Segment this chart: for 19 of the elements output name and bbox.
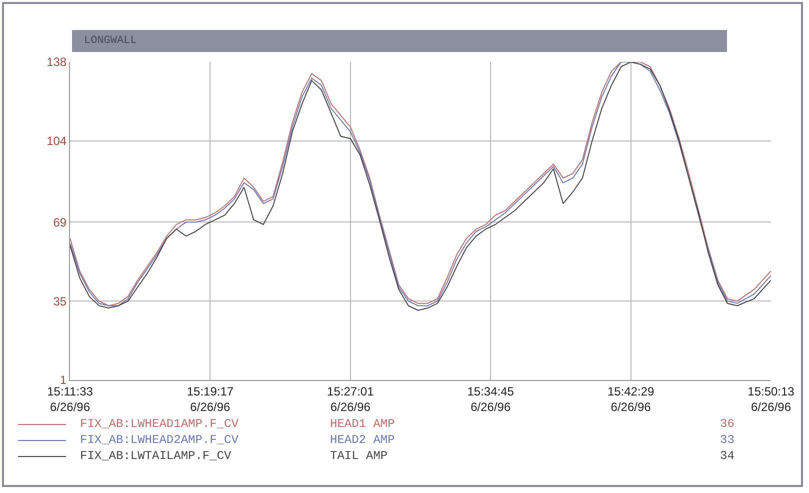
legend-label: FIX_AB:LWTAILAMP.F_CV bbox=[80, 449, 232, 463]
y-tick-label: 104 bbox=[46, 134, 67, 148]
x-tick-label: 15:27:01 6/26/96 bbox=[327, 384, 374, 414]
x-tick-label: 15:19:17 6/26/96 bbox=[186, 384, 234, 414]
y-tick-label: 138 bbox=[46, 55, 67, 70]
text: 33 bbox=[720, 433, 734, 447]
y-tick-label: 35 bbox=[53, 294, 67, 308]
text: 34 bbox=[720, 449, 734, 463]
text: HEAD1 AMP bbox=[330, 417, 396, 431]
y-tick-label: 69 bbox=[53, 215, 67, 230]
text: TAIL AMP bbox=[330, 449, 389, 463]
x-tick-label: 15:42:29 6/26/96 bbox=[607, 384, 654, 414]
x-tick-label: 15:50:13 6/26/96 bbox=[748, 384, 795, 414]
legend-label: FIX_AB:LWHEAD1AMP.F_CV bbox=[80, 417, 240, 431]
chart-title: LONGWALL bbox=[72, 30, 727, 52]
legend-label: FIX_AB:LWHEAD2AMP.F_CV bbox=[80, 433, 240, 447]
text: 36 bbox=[720, 417, 734, 431]
text: HEAD2 AMP bbox=[330, 433, 396, 447]
x-tick-label: 15:34:45 6/26/96 bbox=[467, 384, 514, 414]
